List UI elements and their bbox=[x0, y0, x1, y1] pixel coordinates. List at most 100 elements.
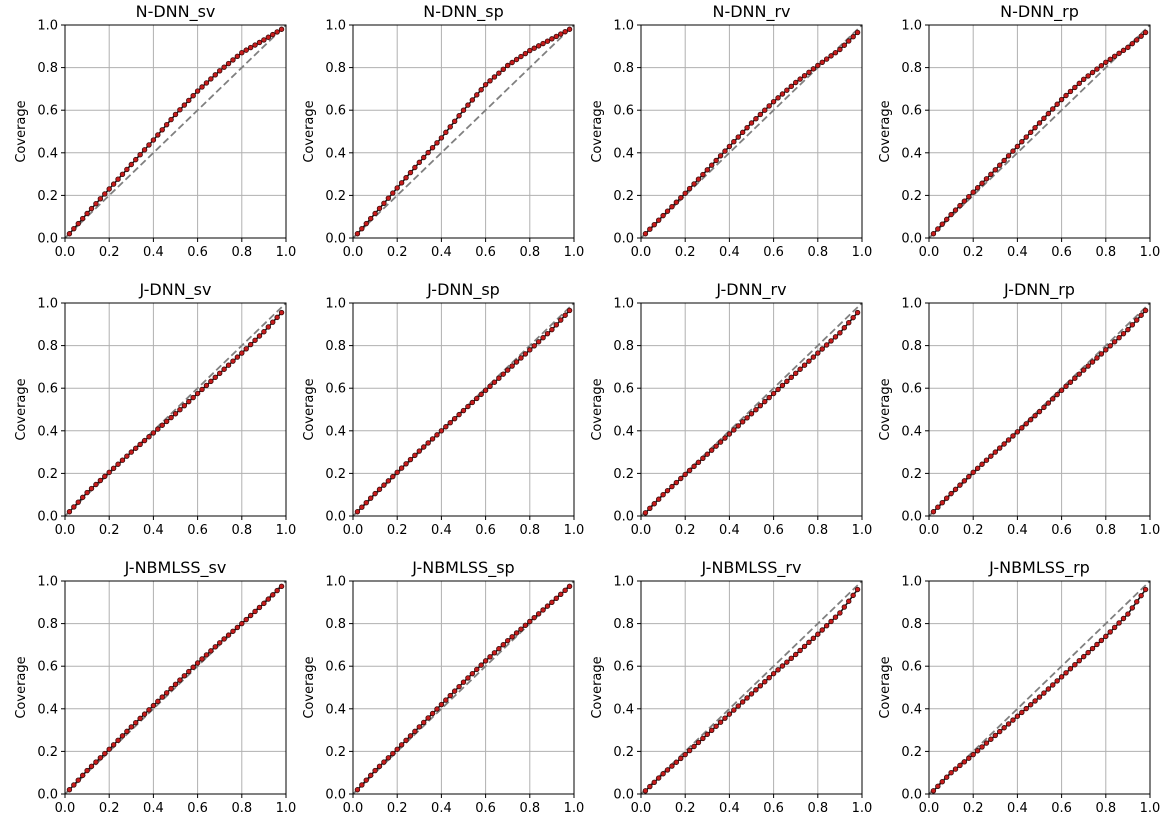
coverage-point bbox=[385, 478, 392, 484]
coverage-point bbox=[948, 211, 954, 218]
coverage-point bbox=[513, 56, 520, 63]
coverage-point bbox=[739, 699, 746, 705]
x-tick-label: 0.8 bbox=[807, 801, 828, 816]
coverage-point bbox=[669, 203, 675, 210]
coverage-point bbox=[278, 26, 285, 32]
subplot-title: N-DNN_rp bbox=[1000, 2, 1079, 22]
coverage-point bbox=[247, 341, 254, 348]
coverage-point bbox=[1010, 717, 1016, 723]
x-tick-label: 0.4 bbox=[719, 801, 740, 816]
ideal-diagonal-line bbox=[640, 580, 863, 795]
x-tick-label: 0.4 bbox=[1007, 801, 1028, 816]
coverage-point bbox=[748, 691, 755, 697]
coverage-point bbox=[673, 759, 680, 765]
x-tick-label: 0.6 bbox=[475, 801, 496, 816]
coverage-point bbox=[837, 46, 843, 53]
coverage-point bbox=[553, 322, 560, 328]
coverage-point bbox=[735, 134, 741, 140]
coverage-point bbox=[75, 499, 81, 505]
y-tick-label: 1.0 bbox=[37, 19, 58, 34]
coverage-point bbox=[110, 465, 117, 471]
coverage-point bbox=[1032, 412, 1038, 419]
x-tick-label: 0.2 bbox=[99, 523, 120, 538]
coverage-point bbox=[970, 751, 976, 758]
coverage-point bbox=[815, 350, 821, 356]
coverage-point bbox=[660, 492, 666, 498]
x-tick-label: 1.0 bbox=[852, 523, 873, 538]
coverage-point bbox=[930, 509, 937, 515]
axes-frame bbox=[64, 302, 287, 517]
coverage-point bbox=[230, 57, 236, 63]
y-tick-label: 0.8 bbox=[37, 61, 58, 76]
coverage-point bbox=[709, 727, 715, 734]
coverage-point bbox=[704, 167, 710, 173]
coverage-point bbox=[709, 162, 715, 168]
coverage-point bbox=[647, 505, 653, 511]
coverage-point bbox=[265, 596, 272, 602]
coverage-point bbox=[256, 333, 263, 339]
coverage-point bbox=[744, 415, 750, 421]
coverage-point bbox=[416, 159, 422, 166]
coverage-point bbox=[1094, 66, 1100, 72]
x-tick-label: 1.0 bbox=[564, 801, 585, 816]
coverage-point bbox=[713, 157, 719, 164]
x-tick-label: 0.4 bbox=[719, 523, 740, 538]
coverage-point bbox=[79, 215, 86, 222]
coverage-point bbox=[429, 144, 436, 151]
coverage-point bbox=[558, 591, 564, 598]
x-tick-label: 0.2 bbox=[963, 245, 984, 260]
coverage-point bbox=[801, 72, 808, 79]
coverage-point bbox=[1085, 363, 1091, 369]
coverage-point bbox=[482, 387, 489, 394]
coverage-point bbox=[168, 685, 174, 692]
coverage-point bbox=[943, 216, 950, 223]
coverage-point bbox=[970, 189, 976, 195]
coverage-point bbox=[784, 87, 790, 93]
subplot: 0.0 0.2 0.4 0.6 0.8 1.0 0.0 0.2 0.4 0.6 0.8 1.0 J-NB… bbox=[302, 558, 584, 816]
coverage-point bbox=[527, 47, 533, 54]
coverage-point bbox=[1045, 400, 1052, 406]
x-tick-label: 0.2 bbox=[675, 245, 696, 260]
coverage-point bbox=[106, 469, 112, 476]
coverage-point bbox=[1027, 129, 1034, 136]
coverage-point bbox=[186, 668, 192, 675]
coverage-point bbox=[784, 378, 790, 385]
coverage-point bbox=[230, 628, 236, 634]
coverage-point bbox=[1058, 96, 1065, 103]
x-tick-label: 0.2 bbox=[963, 523, 984, 538]
y-tick-label: 0.4 bbox=[325, 146, 346, 161]
coverage-point bbox=[487, 383, 493, 389]
coverage-point bbox=[482, 81, 489, 88]
coverage-point bbox=[1036, 694, 1043, 700]
coverage-point bbox=[88, 485, 95, 492]
coverage-point bbox=[469, 670, 476, 677]
coverage-point bbox=[390, 473, 396, 480]
coverage-point bbox=[770, 670, 777, 677]
x-tick-label: 0.2 bbox=[387, 245, 408, 260]
x-tick-label: 0.8 bbox=[1095, 801, 1116, 816]
coverage-point bbox=[478, 662, 484, 668]
coverage-point bbox=[1027, 702, 1034, 708]
coverage-point bbox=[744, 124, 750, 131]
x-tick-label: 0.6 bbox=[1051, 801, 1072, 816]
coverage-point bbox=[500, 371, 506, 377]
coverage-point bbox=[854, 309, 861, 316]
coverage-point bbox=[558, 31, 564, 37]
coverage-point bbox=[155, 132, 161, 138]
subplot: 0.0 0.2 0.4 0.6 0.8 1.0 0.0 0.2 0.4 0.6 0.8 1.0 N-DN… bbox=[590, 2, 872, 260]
coverage-point bbox=[1089, 645, 1096, 652]
coverage-point bbox=[243, 616, 249, 623]
coverage-point bbox=[952, 486, 959, 493]
coverage-point bbox=[819, 346, 825, 352]
coverage-point bbox=[381, 200, 387, 206]
coverage-point bbox=[775, 95, 781, 101]
coverage-point bbox=[713, 443, 719, 449]
coverage-point bbox=[234, 624, 241, 631]
coverage-point bbox=[686, 747, 693, 754]
coverage-point bbox=[102, 473, 108, 480]
coverage-point bbox=[717, 719, 724, 725]
coverage-point bbox=[837, 330, 843, 336]
coverage-point bbox=[810, 66, 817, 72]
y-tick-label: 0.2 bbox=[37, 745, 58, 760]
